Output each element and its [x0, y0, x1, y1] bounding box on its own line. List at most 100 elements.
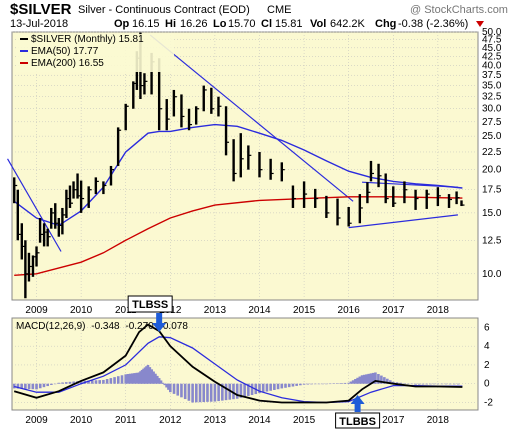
price-y-tick-label: 30.0 — [482, 104, 502, 115]
macd-histogram-bar — [213, 383, 217, 402]
macd-histogram-bar — [377, 374, 380, 384]
macd-histogram-bar — [310, 383, 313, 385]
price-y-tick-label: 47.5 — [482, 35, 502, 46]
annotation-arrow-down-icon — [152, 313, 167, 332]
macd-histogram-bar — [317, 383, 321, 385]
macd-histogram-bar — [421, 383, 425, 385]
macd-histogram-bar — [183, 383, 187, 400]
price-y-tick-label: 32.5 — [482, 92, 502, 103]
quote-low-label: Lo — [213, 18, 227, 30]
price-y-tick-label: 20.0 — [482, 165, 502, 176]
macd-histogram-bar — [187, 383, 191, 401]
macd-histogram-bar — [195, 383, 198, 403]
macd-histogram-bar — [217, 383, 220, 402]
macd-histogram-bar — [369, 373, 373, 384]
macd-line — [13, 323, 463, 404]
macd-histogram-bar — [328, 383, 332, 385]
macd-histogram-bar — [239, 383, 243, 398]
macd-histogram-bar — [414, 383, 417, 385]
quote-vol-label: Vol — [310, 18, 326, 30]
down-triangle-icon — [476, 21, 484, 27]
macd-histogram-bar — [79, 380, 83, 384]
macd-histogram-bar — [46, 383, 49, 387]
price-x-tick-label: 2018 — [427, 305, 450, 316]
macd-histogram-bar — [50, 383, 53, 385]
macd-histogram-bar — [102, 379, 105, 384]
macd-histogram-bar — [142, 368, 145, 384]
macd-histogram-bar — [367, 373, 371, 384]
header-symbol: $SILVER — [10, 1, 72, 18]
macd-histogram-bar — [343, 382, 347, 384]
macd-histogram-bar — [140, 369, 144, 384]
macd-annotations: TLBSS TLBBS — [127, 295, 381, 429]
annotation-label: TLBBS — [339, 416, 376, 428]
price-x-axis: 2009201020112012201320142015201620172018 — [25, 305, 449, 316]
macd-y-tick-label: 0 — [484, 379, 490, 390]
macd-histogram-bar — [157, 378, 161, 384]
trendline — [348, 214, 459, 229]
macd-histogram-bar — [150, 369, 154, 384]
macd-histogram-bar — [57, 382, 61, 384]
macd-histogram-bar — [358, 376, 362, 384]
macd-histogram-bar — [113, 377, 116, 384]
price-y-tick-label: 22.5 — [482, 147, 502, 158]
macd-histogram-bar — [165, 383, 168, 388]
macd-histogram-bar — [209, 383, 213, 402]
macd-histogram-bar — [146, 364, 150, 384]
quote-close: 15.81 — [275, 18, 303, 30]
macd-histogram-bar — [276, 383, 280, 390]
macd-histogram-bar — [87, 380, 90, 384]
macd-histogram-bar — [295, 383, 298, 386]
macd-histogram-bar — [232, 383, 235, 400]
macd-histogram — [12, 364, 460, 403]
price-y-tick-label: 45.0 — [482, 43, 502, 54]
macd-histogram-bar — [321, 383, 324, 385]
macd-histogram-bar — [258, 383, 261, 394]
price-x-tick-label: 2010 — [70, 305, 93, 316]
macd-x-tick-label: 2017 — [382, 415, 405, 426]
macd-histogram-bar — [280, 383, 284, 389]
macd-histogram-bar — [64, 382, 68, 384]
macd-histogram-bar — [291, 383, 295, 387]
macd-y-axis: -2 0 2 4 6 — [484, 322, 493, 408]
macd-histogram-bar — [265, 383, 269, 392]
macd-histogram-bar — [163, 383, 167, 386]
macd-x-tick-label: 2014 — [248, 415, 271, 426]
macd-histogram-bar — [198, 383, 202, 403]
trendline — [7, 158, 62, 252]
ema200-line — [14, 196, 463, 276]
header-date: 13-Jul-2018 — [10, 18, 68, 30]
macd-histogram-bar — [35, 383, 38, 390]
macd-x-tick-label: 2012 — [159, 415, 182, 426]
price-x-tick-label: 2013 — [204, 305, 227, 316]
macd-histogram-bar — [299, 383, 302, 386]
macd-histogram-bar — [356, 377, 359, 384]
price-y-axis: 10.0 12.5 15.0 17.5 20.0 22.5 25.0 27.5 30.032.5… — [482, 27, 502, 280]
macd-histogram-bar — [444, 383, 448, 385]
quote-chg: -0.38 (-2.36%) — [398, 18, 468, 30]
macd-histogram-bar — [365, 374, 368, 384]
macd-signal-line — [14, 336, 463, 404]
macd-histogram-bar — [224, 383, 228, 401]
price-y-tick-label: 37.5 — [482, 70, 502, 81]
macd-histogram-bar — [391, 381, 395, 384]
macd-histogram-bar — [135, 372, 139, 384]
macd-histogram-bar — [90, 380, 94, 384]
macd-histogram-bar — [403, 383, 406, 384]
price-y-tick-label: 17.5 — [482, 185, 502, 196]
macd-histogram-bar — [24, 383, 27, 389]
price-y-tick-label: 10.0 — [482, 269, 502, 280]
macd-histogram-bar — [155, 375, 159, 384]
macd-histogram-bar — [167, 383, 170, 390]
macd-y-tick-label: 4 — [484, 341, 490, 352]
macd-histogram-bar — [180, 383, 183, 398]
quote-high-label: Hi — [165, 18, 176, 30]
macd-histogram-bar — [360, 375, 364, 384]
macd-histogram-bar — [247, 383, 250, 396]
macd-histogram-bar — [61, 382, 64, 384]
price-y-tick-label: 35.0 — [482, 81, 502, 92]
annotation-label: TLBSS — [132, 299, 168, 311]
price-y-tick-label: 15.0 — [482, 208, 502, 219]
price-x-tick-label: 2014 — [248, 305, 271, 316]
